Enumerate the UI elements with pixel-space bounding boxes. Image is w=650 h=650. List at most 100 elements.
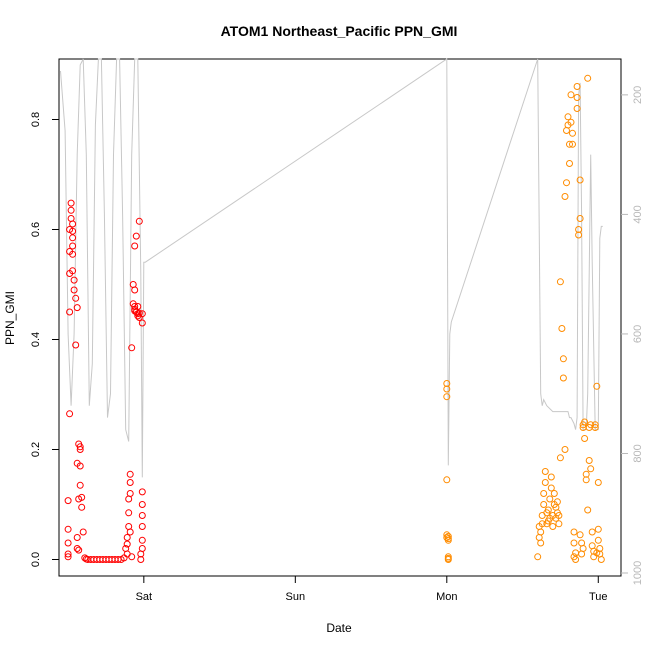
- data-point: [566, 140, 573, 148]
- data-point: [581, 435, 589, 442]
- data-point: [72, 294, 80, 302]
- data-point: [75, 546, 83, 554]
- data-point: [138, 523, 146, 530]
- data-point: [72, 341, 80, 349]
- data-point: [537, 528, 545, 536]
- y-axis-label: PPN_GMI: [3, 291, 17, 345]
- data-point: [550, 490, 558, 497]
- data-point: [443, 476, 451, 484]
- data-point: [123, 534, 131, 541]
- data-point: [559, 374, 567, 382]
- data-point: [546, 495, 554, 503]
- data-point: [559, 355, 567, 363]
- data-point: [66, 308, 74, 316]
- data-point: [570, 539, 578, 547]
- x-tick-label: Tue: [589, 591, 608, 603]
- x-axis-label: Date: [326, 621, 352, 635]
- plot-frame: [58, 58, 622, 577]
- data-point: [138, 545, 146, 552]
- data-point: [123, 540, 131, 548]
- data-point: [138, 536, 146, 544]
- data-point: [594, 479, 602, 486]
- data-point: [547, 473, 555, 481]
- data-point: [537, 539, 545, 547]
- data-point: [576, 215, 584, 222]
- y-tick-label: 0.2: [30, 442, 42, 457]
- data-point: [555, 520, 563, 528]
- data-point: [70, 286, 78, 294]
- data-point: [579, 545, 587, 552]
- data-point: [575, 226, 583, 233]
- data-point: [567, 91, 575, 99]
- data-point: [126, 528, 134, 536]
- data-point: [561, 193, 569, 200]
- data-point: [576, 531, 584, 539]
- data-point: [544, 506, 552, 514]
- data-point: [126, 479, 134, 486]
- x-tick-label: Mon: [436, 591, 457, 603]
- data-point: [131, 242, 139, 250]
- data-point: [126, 470, 134, 478]
- data-point: [69, 267, 77, 275]
- data-point: [573, 105, 581, 112]
- data-point: [541, 468, 549, 475]
- data-point: [78, 493, 86, 501]
- data-point: [549, 523, 557, 530]
- data-point: [128, 553, 136, 561]
- y2-tick-label: 400: [632, 205, 644, 223]
- data-point: [563, 179, 570, 187]
- data-point: [444, 536, 452, 544]
- data-point: [541, 479, 549, 486]
- data-point: [79, 528, 87, 536]
- data-point: [566, 160, 573, 167]
- data-point: [558, 325, 566, 332]
- data-point: [540, 501, 548, 508]
- data-point: [69, 250, 77, 258]
- data-point: [594, 536, 602, 544]
- y-tick-label: 0.0: [30, 552, 42, 567]
- data-point: [584, 74, 592, 82]
- y2-tick-label: 600: [632, 325, 644, 343]
- data-point: [569, 140, 576, 148]
- data-point: [67, 206, 75, 214]
- data-point: [125, 509, 133, 517]
- data-point: [76, 481, 84, 489]
- data-point: [138, 488, 146, 496]
- data-point: [573, 94, 581, 101]
- data-point: [588, 528, 596, 536]
- data-point: [591, 424, 599, 431]
- data-point: [443, 385, 451, 393]
- data-point: [76, 446, 84, 453]
- data-point: [582, 476, 590, 484]
- pressure-line-layer: [60, 58, 603, 478]
- data-point: [597, 556, 605, 563]
- data-point: [126, 490, 134, 497]
- data-point: [73, 545, 81, 552]
- data-point: [128, 344, 136, 352]
- y-axis-right: 200 400 600 800 1000: [621, 86, 644, 585]
- points-layer: [64, 74, 605, 563]
- data-point: [540, 490, 548, 497]
- x-axis: Sat Sun Mon Tue: [136, 576, 608, 603]
- data-point: [569, 129, 576, 137]
- y-axis: 0.0 0.2 0.4 0.6 0.8: [30, 112, 59, 567]
- data-point: [66, 410, 74, 418]
- y2-tick-label: 200: [632, 86, 644, 104]
- data-point: [556, 454, 564, 462]
- data-point: [561, 446, 569, 453]
- data-point: [444, 554, 452, 562]
- pressure-line: [60, 58, 603, 478]
- data-point: [69, 220, 77, 228]
- x-tick-label: Sat: [136, 591, 153, 603]
- data-point: [69, 234, 77, 242]
- y-tick-label: 0.6: [30, 222, 42, 237]
- y-tick-label: 0.8: [30, 112, 42, 127]
- data-point: [570, 528, 578, 536]
- data-point: [553, 498, 561, 506]
- data-point: [567, 118, 575, 126]
- y-tick-label: 0.4: [30, 332, 42, 347]
- x-tick-label: Sun: [286, 591, 306, 603]
